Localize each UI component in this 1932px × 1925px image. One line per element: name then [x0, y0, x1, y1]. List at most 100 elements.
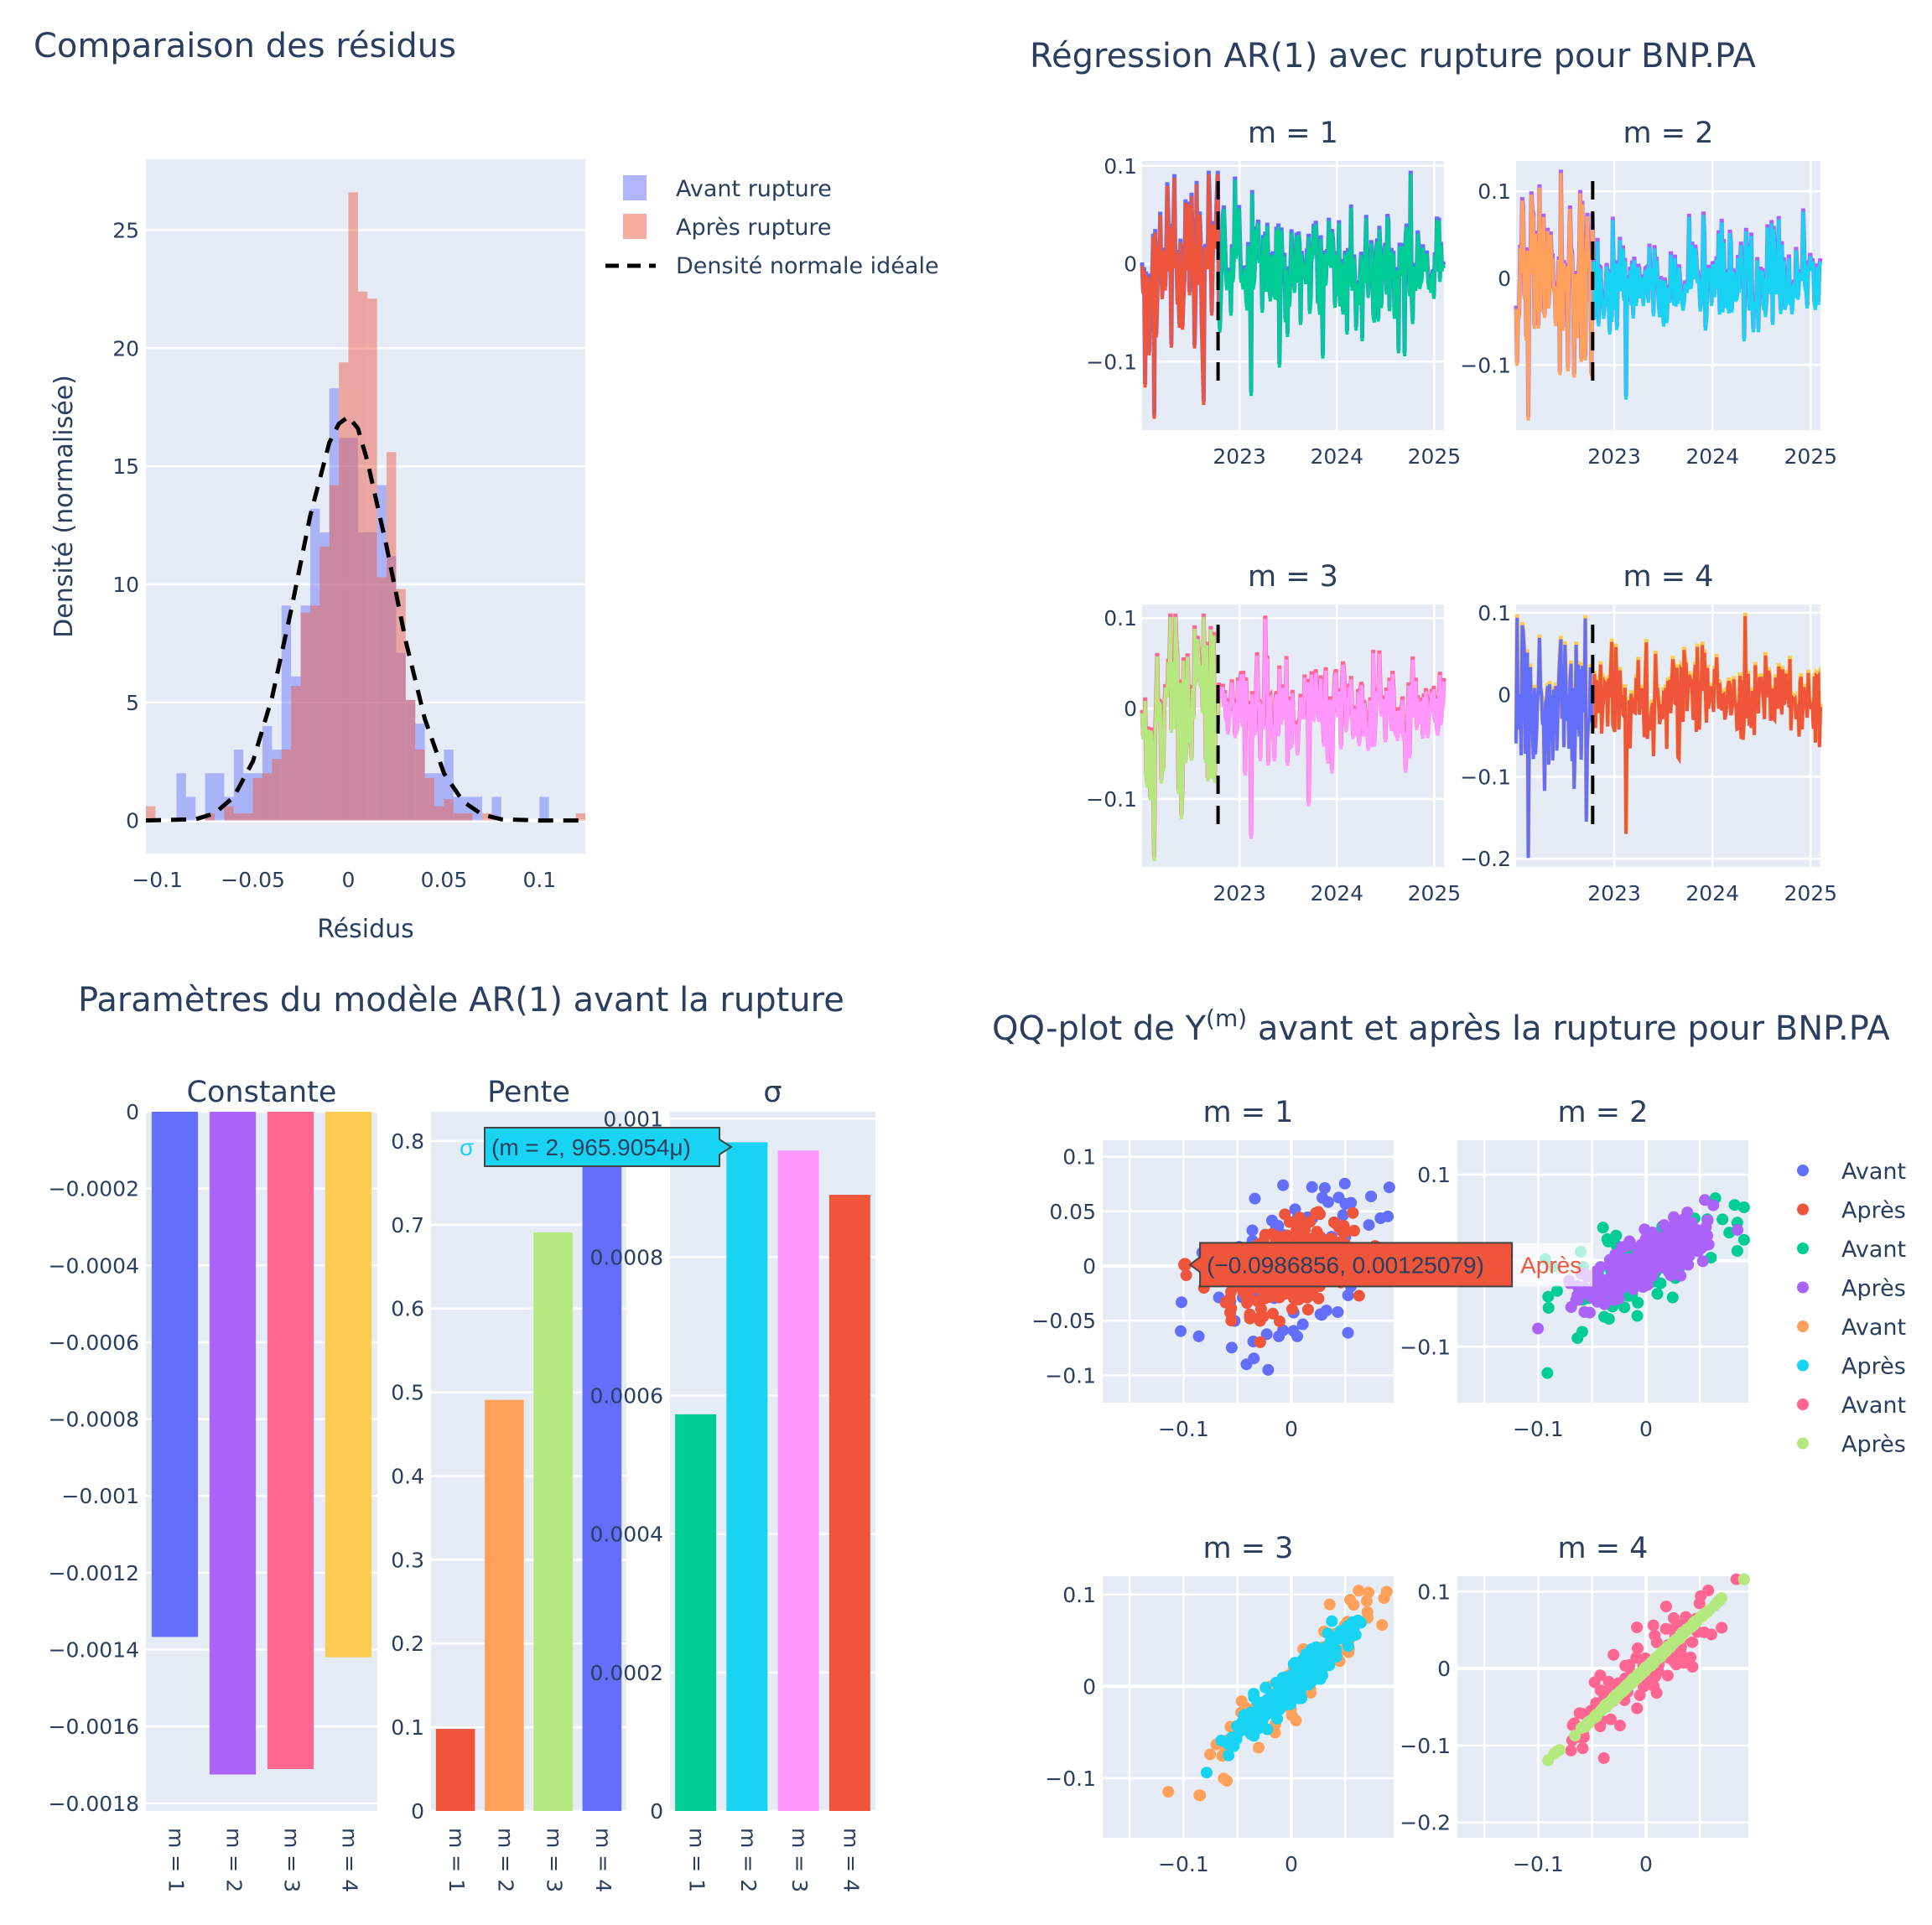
y-tick-label: −0.1: [1400, 1734, 1451, 1758]
residus-histogram[interactable]: 0 5 10 15 20 25 −0.1 −0.05 0 0.05 0.1 Résidus Densit…: [49, 159, 585, 944]
qq-point-apres: [1688, 1223, 1701, 1236]
legend-marker: [1797, 1321, 1809, 1332]
qq-point-avant: [1686, 1636, 1699, 1648]
legend-marker: [1797, 1243, 1809, 1254]
qq-point-avant: [1353, 1585, 1365, 1597]
legend-item[interactable]: Après: [1797, 1198, 1906, 1224]
qq-point-avant: [1588, 1676, 1601, 1689]
legend-item[interactable]: Après: [1797, 1432, 1906, 1458]
legend-item[interactable]: Avant: [1797, 1315, 1906, 1341]
qq-point-avant: [1565, 1744, 1577, 1756]
qq-point-avant: [1650, 1636, 1663, 1648]
qqplot-panels[interactable]: −0.1 0 −0.1 −0.05 0 0.05 0.1 m = 1 −0.1 0 −0.1 0 0.1…: [1031, 1096, 1750, 1876]
tooltip-series-label: σ: [460, 1134, 474, 1160]
y-tick-label: −0.0002: [49, 1177, 139, 1201]
qq-point-avant: [1650, 1687, 1663, 1699]
qq-point-avant: [1728, 1199, 1741, 1212]
y-tick-label: 0.1: [1478, 179, 1511, 204]
legend-item[interactable]: Après: [1797, 1276, 1906, 1302]
hover-tooltips: σ (m = 2, 965.9054μ) (−0.0986856, 0.001250…: [460, 1127, 1593, 1288]
x-tick-label: −0.05: [221, 868, 285, 892]
qq-point-apres: [1597, 1702, 1610, 1715]
normal-density-curve: [145, 413, 585, 823]
histogram-bar: [415, 750, 425, 821]
qq-point-apres: [1554, 1744, 1566, 1756]
x-tick-label: 0: [1639, 1417, 1653, 1441]
qq-point-apres: [1326, 1615, 1338, 1627]
qq-point-avant: [1316, 1191, 1328, 1204]
qq-point-apres: [1627, 1674, 1639, 1687]
qq-point-avant: [1348, 1599, 1360, 1611]
qq-point-apres: [1330, 1644, 1343, 1657]
qq-point-avant: [1666, 1291, 1679, 1304]
param-bar: [828, 1195, 870, 1811]
qq-point-avant: [1607, 1648, 1620, 1661]
qq-tooltip-series: Après: [1520, 1252, 1581, 1278]
qq-point-avant: [1383, 1181, 1395, 1194]
x-tick-label: m = 1: [685, 1828, 709, 1892]
qq-point-apres: [1273, 1315, 1285, 1327]
histogram-bar: [319, 546, 330, 821]
ar1-regression-title: Régression AR(1) avec rupture pour BNP.P…: [1030, 37, 1757, 75]
panel-subtitle: Constante: [187, 1076, 337, 1109]
ar1-params-panels[interactable]: 0 −0.0002 −0.0004 −0.0006 −0.0008 −0.001 −0.00…: [49, 1076, 875, 1892]
histogram-bar: [252, 777, 262, 821]
histogram-bar: [262, 773, 273, 821]
y-tick-label: 0.1: [1104, 606, 1137, 630]
histogram-bar: [348, 192, 358, 821]
qq-point-apres: [1670, 1226, 1683, 1238]
y-tick-label: −0.0008: [49, 1408, 139, 1432]
histogram-bar: [415, 724, 425, 821]
y-tick-label: 0.6: [391, 1297, 424, 1321]
legend-item[interactable]: Avant: [1797, 1237, 1906, 1263]
series-line: [1217, 174, 1446, 397]
y-tick-label: 0.7: [391, 1213, 424, 1238]
qq-point-apres: [1579, 1720, 1592, 1732]
x-tick-label: m = 4: [338, 1828, 362, 1892]
qq-point-avant: [1597, 1222, 1609, 1234]
qq-point-apres: [1683, 1250, 1696, 1263]
x-axis-label: Résidus: [317, 915, 414, 944]
histogram-bar: [205, 773, 216, 821]
params-panel: 0 −0.0002 −0.0004 −0.0006 −0.0008 −0.001 −0.00…: [49, 1076, 377, 1892]
qq-point-apres: [1241, 1297, 1254, 1310]
legend-label: Avant: [1841, 1393, 1906, 1419]
x-tick-label: 0: [1639, 1852, 1653, 1876]
param-bar: [726, 1142, 768, 1811]
histogram-bar: [348, 438, 358, 821]
residus-legend[interactable]: Avant rupture Après rupture Densité normal…: [605, 175, 939, 279]
qq-point-apres: [1702, 1604, 1715, 1616]
legend-item[interactable]: Après: [1797, 1354, 1906, 1380]
histogram-bar: [281, 750, 292, 821]
legend-item[interactable]: Avant: [1797, 1159, 1906, 1185]
y-tick-label: 0.1: [1062, 1583, 1096, 1607]
legend-marker: [1797, 1359, 1809, 1372]
param-bar: [435, 1729, 475, 1811]
qq-point-avant: [1361, 1595, 1374, 1607]
series-line: [1514, 173, 1596, 421]
histogram-bar: [233, 813, 244, 821]
ar1-regression-panels[interactable]: 2023 2024 2025 −0.1 0 0.1 m = 1 2023 2024 2025 −0.…: [1086, 117, 1837, 905]
qq-point-apres: [1532, 1322, 1545, 1335]
histogram-bar: [329, 485, 340, 821]
panel-subtitle: m = 1: [1203, 1096, 1294, 1129]
qq-point-avant: [1659, 1622, 1672, 1635]
qq-point-avant: [1651, 1288, 1664, 1300]
qq-point-apres: [1301, 1291, 1313, 1304]
x-tick-label: 0: [342, 868, 356, 892]
histogram-bar: [224, 796, 234, 821]
qq-point-avant: [1613, 1720, 1626, 1732]
ar1-params-title: Paramètres du modèle AR(1) avant la rupt…: [78, 981, 844, 1020]
legend-item[interactable]: Avant: [1797, 1393, 1906, 1419]
y-tick-label: 0: [1124, 697, 1137, 721]
qq-point-avant: [1316, 1309, 1328, 1321]
param-bar: [267, 1112, 314, 1770]
qqplot-legend[interactable]: Avant Après Avant Après Avant Après Avant Après: [1797, 1159, 1906, 1458]
histogram-bar: [481, 813, 492, 821]
y-tick-label: 0.0002: [590, 1661, 663, 1685]
y-tick-label: −0.1: [1045, 1363, 1096, 1388]
qq-point-avant: [1221, 1775, 1233, 1788]
qq-point-apres: [1654, 1245, 1667, 1258]
histogram-bar: [434, 773, 444, 821]
